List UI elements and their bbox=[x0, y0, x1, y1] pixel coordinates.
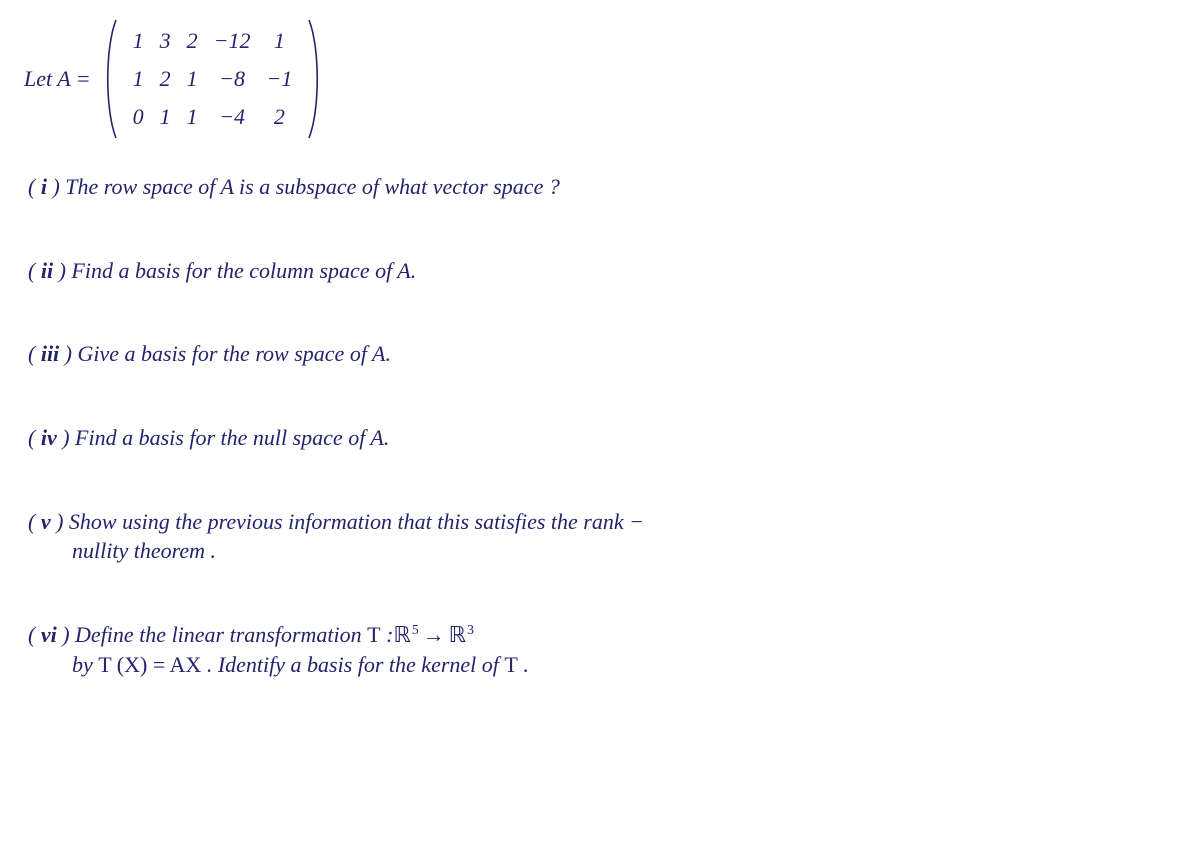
question-line: ( vi ) Define the linear transformation … bbox=[28, 620, 1164, 650]
question-iii: ( iii ) Give a basis for the row space o… bbox=[28, 339, 1164, 369]
matrix-col-4: 1 −1 2 bbox=[258, 22, 300, 136]
question-vi: ( vi ) Define the linear transformation … bbox=[28, 620, 1164, 679]
question-i: ( i ) The row space of A is a subspace o… bbox=[28, 172, 1164, 202]
question-line: ( iv ) Find a basis for the null space o… bbox=[28, 423, 1164, 453]
matrix-cell: 1 bbox=[160, 98, 171, 136]
matrix-cell: 3 bbox=[160, 22, 171, 60]
question-iv: ( iv ) Find a basis for the null space o… bbox=[28, 423, 1164, 453]
math-T: T bbox=[367, 622, 380, 647]
question-number: iii bbox=[41, 341, 59, 366]
matrix-cell: 1 bbox=[133, 60, 144, 98]
matrix-cell: −8 bbox=[219, 60, 245, 98]
question-line: ( i ) The row space of A is a subspace o… bbox=[28, 172, 1164, 202]
question-text: Show using the previous information that… bbox=[69, 509, 644, 534]
matrix-cell: −1 bbox=[266, 60, 292, 98]
math-TX: T (X) = AX bbox=[98, 652, 201, 677]
matrix-cell: −4 bbox=[219, 98, 245, 136]
math-colon: : bbox=[381, 622, 394, 647]
matrix-body: 1 1 0 3 2 1 2 1 1 −12 −8 −4 1 −1 bbox=[119, 18, 307, 140]
let-text: Let A = bbox=[24, 64, 91, 94]
text-by: by bbox=[72, 652, 98, 677]
arrow-icon: → bbox=[419, 622, 449, 647]
right-paren bbox=[306, 18, 324, 140]
question-line: ( iii ) Give a basis for the row space o… bbox=[28, 339, 1164, 369]
question-text-cont: nullity theorem . bbox=[28, 536, 1164, 566]
matrix-col-3: −12 −8 −4 bbox=[206, 22, 259, 136]
question-number: vi bbox=[41, 622, 57, 647]
question-ii: ( ii ) Find a basis for the column space… bbox=[28, 256, 1164, 286]
matrix-cell: −12 bbox=[214, 22, 251, 60]
matrix-cell: 1 bbox=[187, 60, 198, 98]
question-number: i bbox=[41, 174, 47, 199]
question-text-cont: by T (X) = AX . Identify a basis for the… bbox=[28, 650, 1164, 680]
matrix-cell: 2 bbox=[274, 98, 285, 136]
math-T-end: T . bbox=[504, 652, 528, 677]
question-number: ii bbox=[41, 258, 53, 283]
matrix-A: 1 1 0 3 2 1 2 1 1 −12 −8 −4 1 −1 bbox=[101, 18, 325, 140]
matrix-col-1: 3 2 1 bbox=[152, 22, 179, 136]
question-text: Define the linear transformation bbox=[75, 622, 367, 647]
matrix-cell: 2 bbox=[187, 22, 198, 60]
question-text: Give a basis for the row space of A. bbox=[78, 341, 391, 366]
question-text: Find a basis for the column space of A. bbox=[71, 258, 416, 283]
question-line: ( ii ) Find a basis for the column space… bbox=[28, 256, 1164, 286]
math-R5: ℝ5 bbox=[393, 622, 418, 647]
matrix-cell: 1 bbox=[274, 22, 285, 60]
left-paren bbox=[101, 18, 119, 140]
matrix-cell: 1 bbox=[133, 22, 144, 60]
question-text: The row space of A is a subspace of what… bbox=[65, 174, 560, 199]
matrix-cell: 0 bbox=[133, 98, 144, 136]
question-v: ( v ) Show using the previous informatio… bbox=[28, 507, 1164, 566]
matrix-cell: 1 bbox=[187, 98, 198, 136]
text-rest: . Identify a basis for the kernel of bbox=[201, 652, 504, 677]
matrix-col-0: 1 1 0 bbox=[125, 22, 152, 136]
matrix-cell: 2 bbox=[160, 60, 171, 98]
matrix-col-2: 2 1 1 bbox=[179, 22, 206, 136]
question-text: Find a basis for the null space of A. bbox=[75, 425, 389, 450]
question-line: ( v ) Show using the previous informatio… bbox=[28, 507, 1164, 537]
question-number: v bbox=[41, 509, 51, 534]
question-number: iv bbox=[41, 425, 57, 450]
matrix-definition: Let A = 1 1 0 3 2 1 2 1 1 −12 bbox=[24, 18, 1164, 140]
math-R3: ℝ3 bbox=[449, 622, 474, 647]
